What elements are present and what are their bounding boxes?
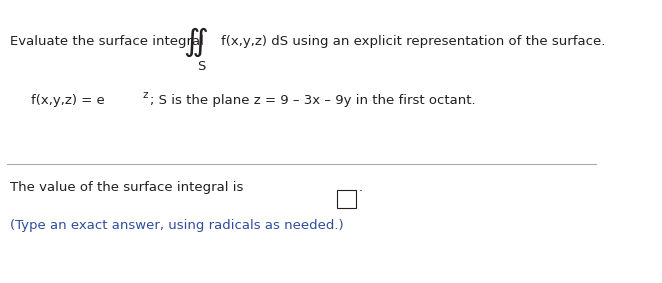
Text: ; S is the plane z = 9 – 3x – 9y in the first octant.: ; S is the plane z = 9 – 3x – 9y in the … [150, 94, 476, 107]
Text: S: S [197, 60, 206, 73]
Text: z: z [142, 90, 148, 100]
Text: The value of the surface integral is: The value of the surface integral is [11, 181, 244, 194]
Text: f(x,y,z) = e: f(x,y,z) = e [31, 94, 105, 107]
Text: (Type an exact answer, using radicals as needed.): (Type an exact answer, using radicals as… [11, 218, 344, 231]
FancyBboxPatch shape [336, 190, 355, 208]
Text: Evaluate the surface integral: Evaluate the surface integral [11, 35, 205, 48]
Text: $\iint$: $\iint$ [183, 25, 208, 59]
Text: f(x,y,z) dS using an explicit representation of the surface.: f(x,y,z) dS using an explicit representa… [220, 35, 605, 48]
Text: .: . [359, 181, 363, 194]
